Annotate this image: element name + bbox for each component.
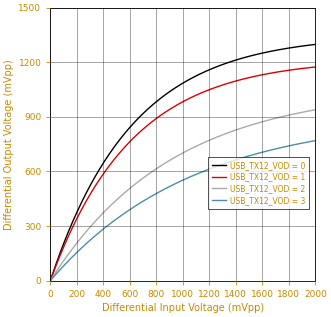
USB_TX12_VOD = 0 [313, 42, 317, 46]
USB_TX12_VOD = 1 [313, 65, 317, 69]
USB_TX12_VOD = 3 [78, 247, 82, 251]
USB_TX12_VOD = 0 [150, 103, 154, 107]
X-axis label: Differential Input Voltage (mVpp): Differential Input Voltage (mVpp) [102, 303, 264, 313]
USB_TX12_VOD = 3 [48, 279, 52, 282]
USB_TX12_VOD = 2 [280, 115, 284, 119]
USB_TX12_VOD = 3 [150, 194, 154, 198]
USB_TX12_VOD = 1 [94, 183, 98, 186]
USB_TX12_VOD = 0 [280, 47, 284, 51]
USB_TX12_VOD = 0 [48, 279, 52, 282]
Line: USB_TX12_VOD = 3: USB_TX12_VOD = 3 [50, 141, 315, 281]
USB_TX12_VOD = 2 [308, 109, 312, 113]
Y-axis label: Differential Output Voltage (mVpp): Differential Output Voltage (mVpp) [4, 59, 14, 230]
USB_TX12_VOD = 0 [94, 173, 98, 177]
USB_TX12_VOD = 1 [308, 66, 312, 69]
USB_TX12_VOD = 1 [280, 69, 284, 73]
USB_TX12_VOD = 3 [308, 140, 312, 144]
USB_TX12_VOD = 1 [48, 279, 52, 282]
USB_TX12_VOD = 3 [162, 188, 166, 191]
USB_TX12_VOD = 2 [78, 236, 82, 240]
USB_TX12_VOD = 1 [78, 210, 82, 213]
Line: USB_TX12_VOD = 2: USB_TX12_VOD = 2 [50, 110, 315, 281]
USB_TX12_VOD = 1 [150, 120, 154, 124]
USB_TX12_VOD = 2 [94, 218, 98, 222]
USB_TX12_VOD = 0 [308, 43, 312, 47]
USB_TX12_VOD = 3 [94, 233, 98, 237]
USB_TX12_VOD = 0 [162, 94, 166, 98]
USB_TX12_VOD = 1 [162, 112, 166, 115]
USB_TX12_VOD = 2 [313, 108, 317, 112]
USB_TX12_VOD = 0 [78, 203, 82, 206]
Legend: USB_TX12_VOD = 0, USB_TX12_VOD = 1, USB_TX12_VOD = 2, USB_TX12_VOD = 3: USB_TX12_VOD = 0, USB_TX12_VOD = 1, USB_… [208, 157, 309, 209]
USB_TX12_VOD = 2 [150, 170, 154, 174]
USB_TX12_VOD = 2 [48, 279, 52, 282]
USB_TX12_VOD = 2 [162, 162, 166, 166]
USB_TX12_VOD = 3 [313, 139, 317, 143]
Line: USB_TX12_VOD = 1: USB_TX12_VOD = 1 [50, 67, 315, 281]
USB_TX12_VOD = 3 [280, 146, 284, 149]
Line: USB_TX12_VOD = 0: USB_TX12_VOD = 0 [50, 44, 315, 281]
